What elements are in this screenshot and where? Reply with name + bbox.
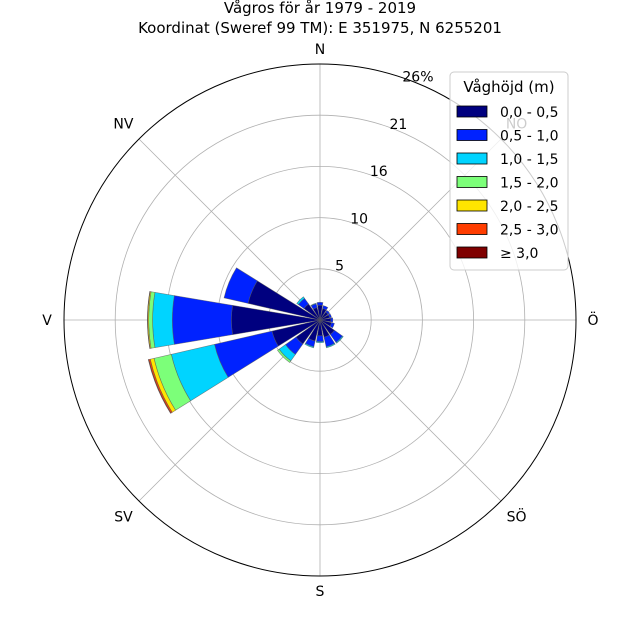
rose-bar-segment xyxy=(147,359,172,414)
rose-bar-segment xyxy=(316,335,324,342)
rose-bar-segment xyxy=(172,295,233,345)
grid-spoke xyxy=(319,319,502,502)
legend-frame xyxy=(449,71,569,271)
compass-label: S xyxy=(316,584,325,600)
compass-label: N xyxy=(315,42,325,58)
rose-bar-segment xyxy=(325,342,336,349)
legend-swatch xyxy=(456,176,488,188)
rose-bar-segment xyxy=(310,302,317,307)
radial-tick-label: 16 xyxy=(370,164,388,180)
rose-bar-segment xyxy=(296,296,305,305)
grid-spoke xyxy=(138,138,321,321)
legend-label: ≥ 3,0 xyxy=(500,246,538,262)
legend-label: 0,0 - 0,5 xyxy=(500,105,558,121)
rose-bar-segment xyxy=(325,309,331,315)
legend-label: 2,0 - 2,5 xyxy=(500,199,558,215)
radial-tick-label: 5 xyxy=(335,259,344,275)
chart-title: Vågros för år 1979 - 2019 xyxy=(224,0,416,17)
rose-bar-segment xyxy=(330,317,334,323)
legend-label: 0,5 - 1,0 xyxy=(500,129,558,145)
rose-bar-segment xyxy=(152,292,175,348)
legend-swatch xyxy=(456,129,488,141)
legend-label: 1,5 - 2,0 xyxy=(500,176,558,192)
polar-grid xyxy=(64,64,576,576)
compass-label: Ö xyxy=(587,311,598,329)
radial-tick-label: 21 xyxy=(389,117,407,133)
compass-label: SÖ xyxy=(507,508,527,526)
rose-bar-segment xyxy=(315,341,325,343)
rose-bar-segment xyxy=(316,301,324,306)
rose-bar-segment xyxy=(329,322,335,329)
rose-bar-segment xyxy=(277,348,292,363)
rose-bars xyxy=(147,267,344,414)
legend-swatch xyxy=(456,199,488,212)
legend: Våghöjd (m) 0,0 - 0,5 0,5 - 1,0 1,0 - 1,5 1… xyxy=(449,71,569,271)
compass-label: V xyxy=(42,313,52,329)
legend-swatch xyxy=(456,246,488,259)
rose-bar-segment xyxy=(327,313,332,319)
compass-label: SV xyxy=(114,510,133,526)
rose-bar-segment xyxy=(322,305,329,311)
rose-bar-segment xyxy=(304,342,315,349)
rose-bar-segment xyxy=(147,291,151,349)
legend-label: 1,0 - 1,5 xyxy=(500,152,558,168)
rose-bar-segment xyxy=(335,335,344,344)
legend-label: 2,5 - 3,0 xyxy=(500,223,558,239)
legend-swatch xyxy=(456,152,488,165)
chart-subtitle: Koordinat (Sweref 99 TM): E 351975, N 62… xyxy=(138,19,502,37)
compass-label: NV xyxy=(113,116,133,132)
legend-swatch xyxy=(456,223,488,235)
polar-frame xyxy=(63,63,577,577)
rose-bar-segment xyxy=(223,267,258,304)
legend-title: Våghöjd (m) xyxy=(463,78,554,96)
radial-tick-label: 10 xyxy=(350,211,368,227)
radial-tick-label: 26% xyxy=(402,69,433,85)
legend-swatch xyxy=(456,105,488,118)
